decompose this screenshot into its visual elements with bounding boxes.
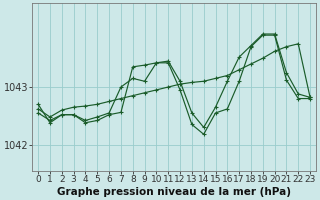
- X-axis label: Graphe pression niveau de la mer (hPa): Graphe pression niveau de la mer (hPa): [57, 187, 291, 197]
